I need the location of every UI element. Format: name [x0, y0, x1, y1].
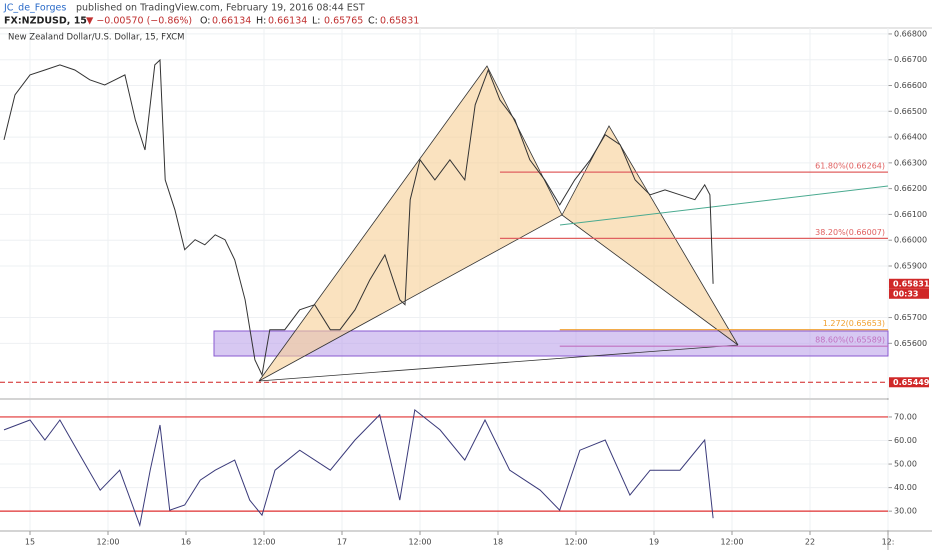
ohlc: O: 0.66134 H: 0.66134 L: 0.65765 C: 0.65831	[200, 16, 419, 27]
x-tick-label: 12:00	[564, 538, 587, 547]
y-tick-label: 70.00	[894, 412, 917, 421]
y-tick-label: 0.66800	[894, 29, 927, 38]
ohlc-key: L:	[312, 16, 321, 27]
plot: 61.80%(0.66264) 38.20%(0.66007) 1.272(0.65…	[0, 58, 930, 528]
y-tick-label: 0.65700	[894, 313, 927, 322]
chart-title: New Zealand Dollar/U.S. Dollar, 15, FXCM	[8, 33, 184, 43]
ohlc-value: 0.66134	[212, 16, 251, 27]
y-tick-label: 0.66300	[894, 158, 927, 167]
pattern-leg	[258, 65, 563, 382]
author[interactable]: JC_de_Forges	[3, 3, 66, 14]
level-label: 38.20%(0.66007)	[815, 228, 885, 237]
y-tick-label: 40.00	[894, 483, 917, 492]
x-tick-label: 12:	[882, 538, 895, 547]
price-tag	[889, 377, 929, 388]
ohlc-key: H:	[256, 16, 266, 27]
y-tick-label: 0.66500	[894, 107, 927, 116]
x-tick-label: 12:00	[720, 538, 743, 547]
y-tick-label: 0.66400	[894, 133, 927, 142]
level-label: 61.80%(0.66264)	[815, 162, 885, 171]
x-tick-label: 15	[25, 538, 35, 547]
x-tick-label: 22	[805, 538, 815, 547]
published: published on TradingView.com, February 1…	[76, 3, 365, 14]
symbol: FX:NZDUSD, 15	[4, 16, 87, 27]
ohlc-key: C:	[368, 16, 378, 27]
y-tick-label: 0.66100	[894, 210, 927, 219]
price-tag	[889, 278, 929, 289]
y-tick-label: 0.65600	[894, 339, 927, 348]
ohlc-value: 0.65765	[324, 16, 363, 27]
price-line	[3, 58, 714, 377]
ohlc-key: O:	[200, 16, 211, 27]
x-tick-label: 17	[337, 538, 347, 547]
x-tick-label: 12:00	[252, 538, 275, 547]
x-tick-label: 12:00	[408, 538, 431, 547]
pattern-line	[258, 344, 739, 382]
trend-line	[559, 185, 889, 226]
y-tick-label: 30.00	[894, 507, 917, 516]
y-tick-label: 50.00	[894, 460, 917, 469]
y-tick-label: 0.65900	[894, 261, 927, 270]
change: ▼ −0.00570 (−0.86%)	[86, 16, 192, 27]
y-tick-label: 60.00	[894, 436, 917, 445]
x-tick-label: 16	[181, 538, 191, 547]
y-tick-label: 0.66600	[894, 81, 927, 90]
ohlc-value: 0.65831	[380, 16, 419, 27]
ohlc-value: 0.66134	[268, 16, 307, 27]
price-tag-label: 0.65831	[893, 279, 930, 288]
y-tick-label: 0.66700	[894, 55, 927, 64]
y-tick-label: 0.66200	[894, 184, 927, 193]
x-tick-label: 12:00	[96, 538, 119, 547]
pattern-leg	[561, 125, 739, 346]
level-label: 1.272(0.65653)	[823, 319, 885, 328]
countdown-tag	[889, 288, 929, 299]
x-tick-label: 19	[649, 538, 659, 547]
y-tick-label: 0.66000	[894, 236, 927, 245]
price-line	[3, 408, 714, 528]
level-label: 88.60%(0.65589)	[815, 336, 885, 345]
price-tag-label: 0.65449	[893, 378, 930, 387]
x-tick-label: 18	[493, 538, 503, 547]
countdown: 00:33	[893, 289, 918, 298]
